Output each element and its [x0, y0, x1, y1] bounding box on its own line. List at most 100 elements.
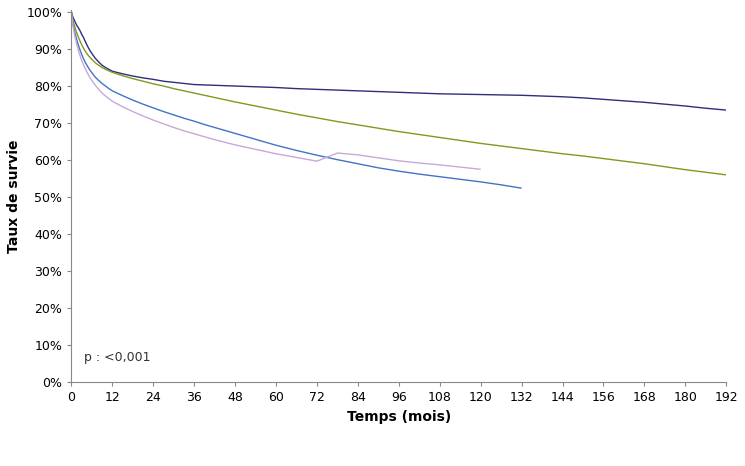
0-17 ans — [701, 105, 710, 111]
55-64 ans — [333, 157, 342, 163]
55-64 ans — [74, 42, 83, 48]
55-64 ans — [312, 152, 321, 158]
>= 65 ans — [159, 121, 168, 127]
18-54 ans — [67, 9, 76, 15]
55-64 ans — [70, 29, 79, 35]
>= 65 ans — [312, 158, 321, 164]
55-64 ans — [210, 125, 219, 130]
55-64 ans — [374, 165, 383, 171]
55-64 ans — [456, 177, 465, 182]
>= 65 ans — [108, 98, 117, 104]
55-64 ans — [139, 102, 148, 107]
>= 65 ans — [149, 117, 158, 123]
>= 65 ans — [221, 139, 229, 145]
>= 65 ans — [79, 62, 88, 68]
55-64 ans — [353, 161, 362, 166]
55-64 ans — [77, 51, 86, 57]
55-64 ans — [169, 112, 178, 118]
55-64 ans — [251, 137, 260, 142]
>= 65 ans — [476, 166, 485, 172]
55-64 ans — [200, 122, 209, 127]
55-64 ans — [86, 68, 95, 73]
>= 65 ans — [67, 9, 76, 15]
>= 65 ans — [190, 131, 199, 137]
>= 65 ans — [394, 158, 403, 164]
>= 65 ans — [86, 75, 95, 81]
>= 65 ans — [118, 104, 127, 110]
55-64 ans — [80, 59, 89, 65]
>= 65 ans — [70, 33, 79, 39]
55-64 ans — [79, 55, 88, 61]
>= 65 ans — [80, 65, 89, 71]
>= 65 ans — [94, 87, 103, 92]
55-64 ans — [69, 22, 77, 28]
>= 65 ans — [200, 134, 209, 139]
55-64 ans — [91, 75, 100, 80]
>= 65 ans — [364, 154, 372, 159]
55-64 ans — [394, 168, 403, 174]
>= 65 ans — [415, 160, 424, 166]
>= 65 ans — [169, 125, 178, 130]
Line: 55-64 ans: 55-64 ans — [72, 12, 522, 188]
>= 65 ans — [98, 90, 107, 96]
>= 65 ans — [435, 162, 444, 168]
>= 65 ans — [231, 142, 240, 148]
0-17 ans — [91, 55, 100, 61]
>= 65 ans — [333, 150, 342, 156]
55-64 ans — [87, 70, 96, 75]
0-17 ans — [84, 45, 93, 51]
>= 65 ans — [69, 24, 77, 30]
Legend: 0-17 ans, 18-54 ans, 55-64 ans, >= 65 ans: 0-17 ans, 18-54 ans, 55-64 ans, >= 65 an… — [173, 463, 624, 466]
>= 65 ans — [292, 155, 301, 160]
18-54 ans — [84, 53, 93, 58]
>= 65 ans — [74, 47, 83, 53]
0-17 ans — [77, 31, 86, 37]
0-17 ans — [128, 73, 137, 79]
55-64 ans — [118, 93, 127, 98]
55-64 ans — [149, 105, 158, 110]
55-64 ans — [98, 81, 107, 86]
>= 65 ans — [72, 41, 81, 46]
55-64 ans — [101, 83, 110, 89]
55-64 ans — [517, 185, 526, 191]
>= 65 ans — [251, 146, 260, 152]
55-64 ans — [476, 179, 485, 185]
>= 65 ans — [104, 96, 113, 102]
>= 65 ans — [91, 82, 100, 88]
>= 65 ans — [210, 137, 219, 143]
>= 65 ans — [101, 93, 110, 99]
55-64 ans — [128, 97, 137, 103]
>= 65 ans — [84, 72, 93, 78]
Line: >= 65 ans: >= 65 ans — [72, 12, 481, 169]
>= 65 ans — [374, 155, 383, 161]
55-64 ans — [104, 86, 113, 91]
55-64 ans — [292, 148, 301, 153]
>= 65 ans — [87, 78, 96, 83]
55-64 ans — [75, 47, 84, 53]
18-54 ans — [91, 60, 100, 66]
55-64 ans — [67, 9, 76, 15]
18-54 ans — [701, 170, 710, 175]
55-64 ans — [82, 62, 91, 68]
55-64 ans — [231, 130, 240, 136]
55-64 ans — [272, 143, 281, 148]
Y-axis label: Taux de survie: Taux de survie — [7, 139, 21, 253]
55-64 ans — [435, 174, 444, 179]
0-17 ans — [67, 9, 76, 15]
>= 65 ans — [353, 152, 362, 158]
18-54 ans — [77, 42, 86, 48]
>= 65 ans — [77, 57, 86, 63]
18-54 ans — [599, 156, 608, 161]
>= 65 ans — [82, 69, 91, 75]
>= 65 ans — [139, 113, 148, 119]
55-64 ans — [180, 116, 188, 121]
>= 65 ans — [75, 53, 84, 58]
0-17 ans — [599, 96, 608, 102]
55-64 ans — [415, 171, 424, 177]
>= 65 ans — [128, 109, 137, 114]
Line: 18-54 ans: 18-54 ans — [72, 12, 726, 175]
>= 65 ans — [272, 151, 281, 157]
18-54 ans — [128, 76, 137, 82]
>= 65 ans — [456, 164, 465, 170]
55-64 ans — [159, 109, 168, 114]
